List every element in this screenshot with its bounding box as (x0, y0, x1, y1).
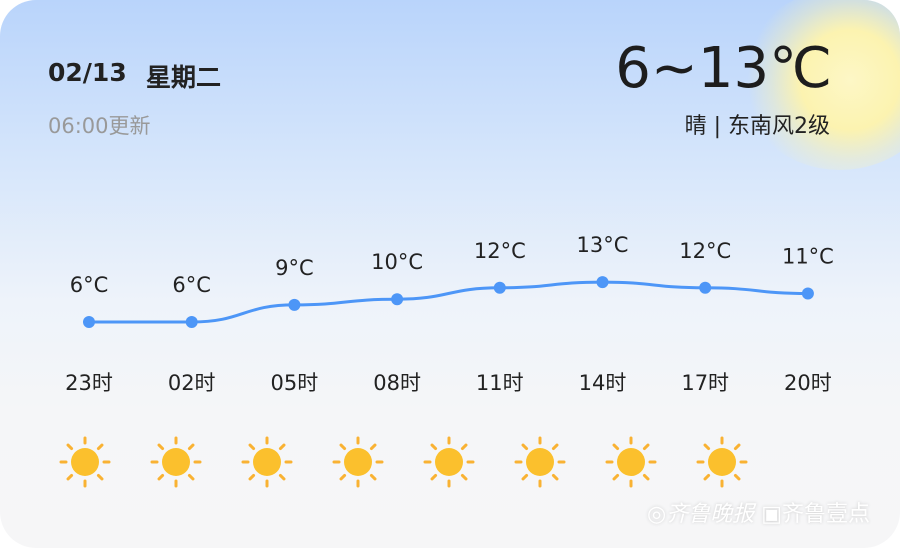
temperature-label: 11°C (782, 245, 834, 269)
temperature-point (801, 287, 814, 300)
hour-label: 02时 (168, 371, 216, 395)
sun-icon (332, 436, 384, 488)
sun-icon (514, 436, 566, 488)
temperature-point (596, 276, 609, 289)
sun-icon (59, 436, 111, 488)
date: 02/13 (48, 58, 127, 87)
hour-label: 23时 (65, 371, 113, 395)
hour-label: 08时 (373, 371, 421, 395)
hour-label: 14时 (579, 371, 627, 395)
sun-background-icon (740, 0, 900, 170)
temperature-point (288, 298, 301, 311)
temperature-point (391, 293, 404, 306)
hour-label: 20时 (784, 371, 832, 395)
sun-icon (150, 436, 202, 488)
temperature-point (493, 281, 506, 294)
sun-icon (696, 436, 748, 488)
weekday: 星期二 (146, 63, 222, 92)
temperature-label: 9°C (275, 256, 314, 280)
sun-icon (605, 436, 657, 488)
temperature-label: 10°C (371, 250, 423, 274)
temperature-label: 13°C (577, 233, 629, 257)
temperature-label: 12°C (679, 239, 731, 263)
temperature-label: 6°C (172, 273, 211, 297)
temperature-range: 6~13℃ (615, 36, 832, 101)
temperature-point (185, 316, 198, 328)
update-time: 06:00更新 (48, 114, 151, 138)
watermark-logo: ◎齐鲁晚报 ▣齐鲁壹点 (647, 502, 870, 527)
temperature-point (699, 281, 712, 294)
sun-icon (241, 436, 293, 488)
hour-label: 17时 (681, 371, 729, 395)
weather-condition: 晴 | 东南风2级 (684, 114, 830, 139)
hour-label: 05时 (271, 371, 319, 395)
temperature-point (83, 316, 95, 328)
temperature-label: 6°C (70, 273, 109, 297)
hour-label: 11时 (476, 371, 524, 395)
sun-icon (423, 436, 475, 488)
temperature-line (89, 280, 808, 324)
temperature-label: 12°C (474, 239, 526, 263)
